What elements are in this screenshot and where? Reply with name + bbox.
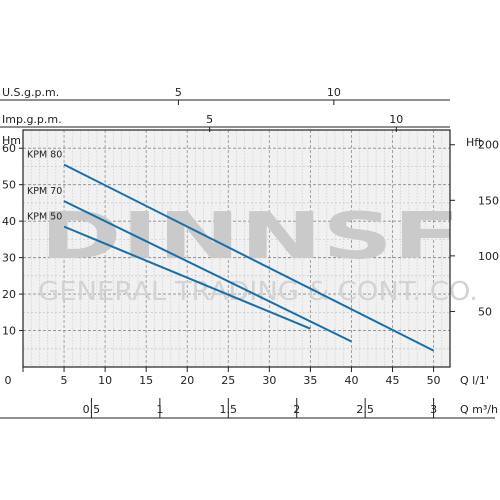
x-secondary-tick-label: 0.5 xyxy=(83,403,101,416)
usgpm-tick-label: 10 xyxy=(327,86,341,99)
y-left-tick-label: 40 xyxy=(2,215,16,228)
plot-frame xyxy=(22,129,451,368)
x-primary-tick-label: 50 xyxy=(427,374,441,387)
impgpm-tick-label: 10 xyxy=(389,113,403,126)
x-secondary-tick-label: 2 xyxy=(293,403,300,416)
watermark: DINNSF GENERAL TRADING & CONT. CO. xyxy=(38,200,478,307)
y-right-unit-label: Hft xyxy=(466,136,483,149)
x-primary-tick-label: 30 xyxy=(262,374,276,387)
x-primary-unit-label: Q l/1' xyxy=(460,374,489,387)
x-primary-tick-label: 15 xyxy=(139,374,153,387)
y-right-tick-label: 200 xyxy=(478,139,499,152)
watermark-subtitle: GENERAL TRADING & CONT. CO. xyxy=(38,277,478,307)
x-primary-tick-label: 35 xyxy=(303,374,317,387)
x-secondary-unit-label: Q m³/h xyxy=(460,403,498,416)
series-label-kpm-80: KPM 80 xyxy=(27,150,62,161)
series-line-kpm-70 xyxy=(63,200,352,343)
y-left-tick-label: 60 xyxy=(2,142,16,155)
grid xyxy=(23,130,450,367)
series-label-kpm-50: KPM 50 xyxy=(27,212,62,223)
y-left-tick-label: 30 xyxy=(2,252,16,265)
x-secondary-tick-label: 1 xyxy=(156,403,163,416)
y-right-tick-label: 150 xyxy=(478,194,499,207)
y-left-unit-label: Hm xyxy=(2,134,21,147)
x-primary-tick-label: 40 xyxy=(344,374,358,387)
x-primary-tick-label: 10 xyxy=(98,374,112,387)
x-primary-tick-label: 25 xyxy=(221,374,235,387)
y-right-tick-label: 100 xyxy=(478,250,499,263)
watermark-logo: DINNSF xyxy=(40,200,460,274)
y-left-tick-label: 50 xyxy=(2,179,16,192)
usgpm-tick-label: 5 xyxy=(175,86,182,99)
impgpm-tick-label: 5 xyxy=(206,113,213,126)
y-right-tick-label: 50 xyxy=(478,305,492,318)
x-primary-tick-label: 20 xyxy=(180,374,194,387)
impgpm-unit-label: Imp.g.p.m. xyxy=(2,113,62,126)
series-line-kpm-50 xyxy=(63,225,311,330)
x-secondary-tick-label: 3 xyxy=(430,403,437,416)
y-left-tick-label: 10 xyxy=(2,325,16,338)
x-primary-tick-label: 5 xyxy=(61,374,68,387)
x-primary-tick-label: 0 xyxy=(5,374,12,387)
x-secondary-tick-label: 2.5 xyxy=(356,403,374,416)
usgpm-unit-label: U.S.g.p.m. xyxy=(2,86,59,99)
x-secondary-tick-label: 1.5 xyxy=(220,403,238,416)
series-line-kpm-80 xyxy=(63,163,435,352)
series-lines xyxy=(63,163,435,352)
x-primary-tick-label: 45 xyxy=(386,374,400,387)
y-left-tick-label: 20 xyxy=(2,288,16,301)
axes xyxy=(0,99,495,419)
series-label-kpm-70: KPM 70 xyxy=(27,186,62,197)
